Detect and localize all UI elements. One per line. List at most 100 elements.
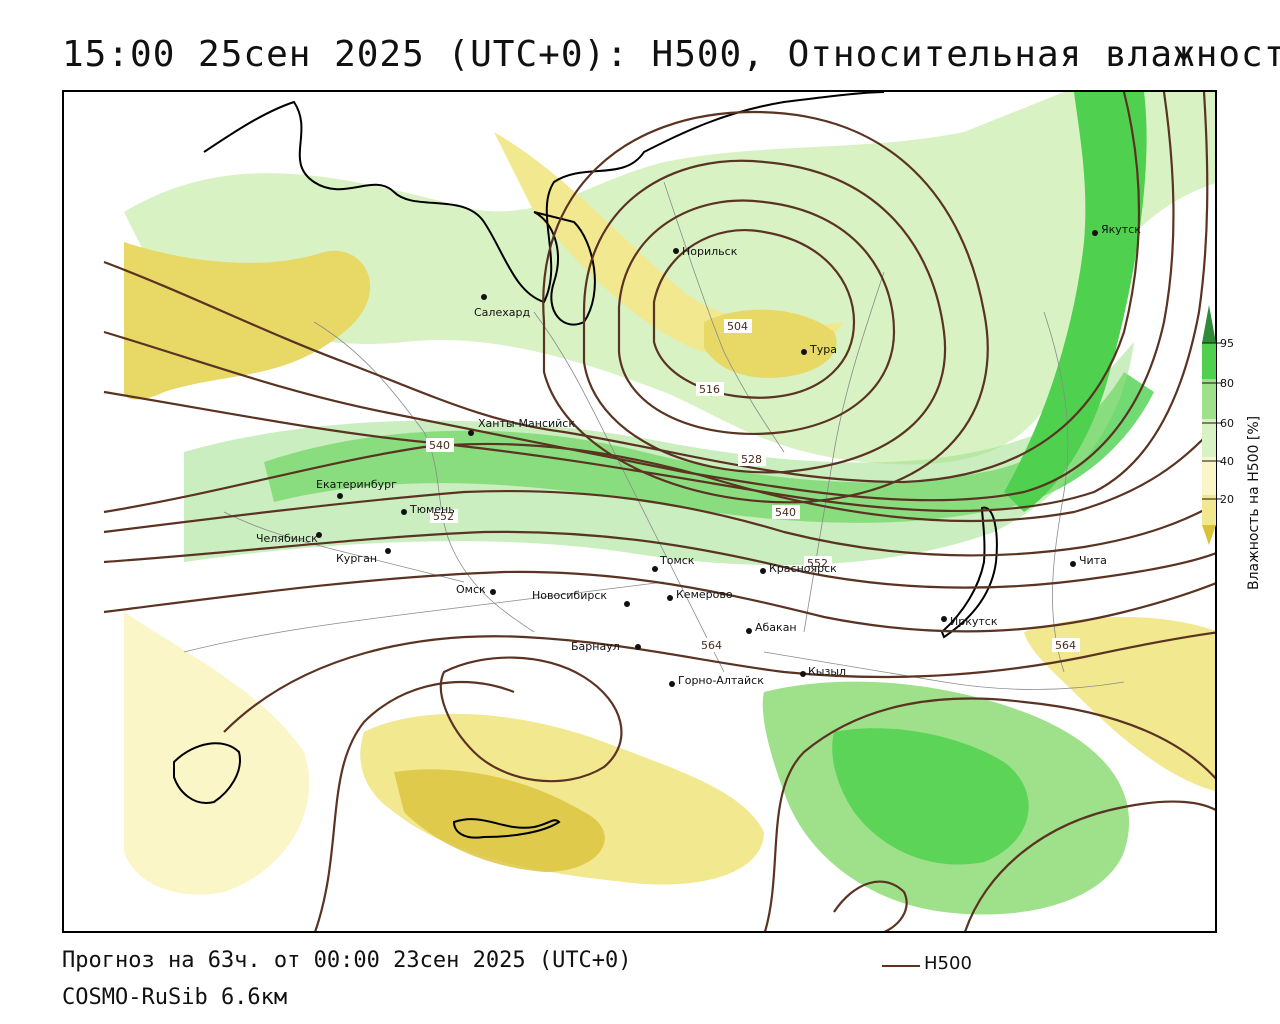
h500-contour-570b (763, 697, 1215, 931)
humidity-very-dry-south (394, 769, 605, 872)
h500-legend-label: H500 (924, 953, 972, 974)
coastlines (173, 92, 998, 839)
h500-contours (103, 92, 1215, 931)
city-tyumen: Тюмень (401, 503, 455, 516)
svg-text:Кызыл: Кызыл (808, 665, 846, 678)
svg-text:Томск: Томск (659, 554, 695, 567)
colorbar-title: Влажность на H500 [%] (1246, 415, 1262, 590)
city-tomsk: Томск (652, 554, 695, 572)
svg-text:Ханты-Мансийск: Ханты-Мансийск (478, 417, 575, 430)
balkhash-lake (452, 818, 561, 839)
colorbar-segment-wet (1202, 343, 1216, 379)
city-barnaul: Барнаул (571, 640, 641, 653)
map-canvas: 504 516 528 540 540 552 552 564 564 Нори… (103, 92, 1215, 931)
svg-text:Иркутск: Иркутск (950, 615, 998, 628)
colorbar-tick: 20 (1220, 493, 1234, 506)
colorbar-tick: 95 (1220, 337, 1234, 350)
colorbar-segment-light-dry (1202, 457, 1216, 495)
h500-contour-570a (314, 680, 515, 931)
city-khanty-mansiysk: Ханты-Мансийск (468, 417, 575, 436)
svg-text:Якутск: Якутск (1101, 223, 1141, 236)
yamal-peninsula (533, 211, 596, 326)
colorbar-segment-moist (1202, 379, 1216, 419)
city-tura: Тура (801, 343, 837, 356)
contour-label: 564 (701, 639, 722, 652)
svg-text:Красноярск: Красноярск (769, 562, 837, 575)
colorbar-top-arrow (1202, 305, 1216, 343)
city-kemerovo: Кемерово (667, 588, 733, 601)
svg-text:Тура: Тура (809, 343, 837, 356)
h500-contour-534 (103, 92, 1175, 502)
arctic-coastline (203, 92, 885, 304)
city-irkutsk: Иркутск (941, 615, 998, 628)
contour-label: 504 (727, 320, 748, 333)
h500-contour-540b (103, 424, 1215, 523)
baikal-lake (940, 506, 998, 639)
humidity-wet-southeast (832, 728, 1029, 865)
contour-label: 564 (1055, 639, 1076, 652)
h500-contour-510 (617, 199, 896, 435)
city-chita: Чита (1070, 554, 1107, 567)
city-norilsk: Норильск (673, 245, 738, 258)
map-title: 15:00 25сен 2025 (UTC+0): H500, Относите… (62, 34, 1280, 75)
city-abakan: Абакан (746, 621, 797, 634)
contour-label: 552 (807, 557, 828, 570)
city-kurgan: Курган (336, 548, 391, 565)
h500-contour-522 (542, 110, 989, 504)
aral-sea (173, 742, 241, 804)
svg-text:Салехард: Салехард (474, 306, 530, 319)
forecast-info: Прогноз на 63ч. от 00:00 23сен 2025 (UTC… (62, 948, 632, 973)
city-omsk: Омск (456, 583, 496, 596)
humidity-wet-east-column (1004, 92, 1147, 512)
contour-label: 540 (775, 506, 796, 519)
admin-borders (183, 181, 1125, 690)
city-yakutsk: Якутск (1092, 223, 1141, 236)
svg-text:Новосибирск: Новосибирск (532, 589, 607, 602)
humidity-dry-west (124, 242, 371, 400)
colorbar-tick: 40 (1220, 455, 1234, 468)
h500-contour-516 (582, 159, 947, 474)
svg-text:Омск: Омск (456, 583, 486, 596)
svg-text:Челябинск: Челябинск (256, 532, 318, 545)
svg-text:Кемерово: Кемерово (676, 588, 733, 601)
city-gorno-altaysk: Горно-Алтайск (669, 674, 764, 687)
h500-contour-558 (103, 570, 1215, 633)
cities: Норильск Якутск Салехард Тура Ханты-Манс… (256, 223, 1141, 687)
colorbar-segment-light-moist (1202, 419, 1216, 457)
weather-map: 504 516 528 540 540 552 552 564 564 Нори… (62, 90, 1217, 933)
svg-text:Чита: Чита (1079, 554, 1107, 567)
contour-label: 552 (433, 510, 454, 523)
humidity-dry-southwest (124, 612, 310, 895)
city-chelyabinsk: Челябинск (256, 532, 322, 545)
colorbar-tick: 80 (1220, 377, 1234, 390)
svg-text:Тюмень: Тюмень (409, 503, 455, 516)
city-novosibirsk: Новосибирск (532, 589, 630, 607)
city-krasnoyarsk: Красноярск (760, 562, 837, 575)
h500-contour-552 (103, 530, 1215, 589)
h500-contour-528 (103, 92, 1141, 484)
h500-contour-546 (103, 489, 1215, 557)
contour-label: 528 (741, 453, 762, 466)
humidity-dry-far-southeast (1024, 617, 1215, 791)
city-salekhard: Салехард (474, 294, 530, 319)
humidity-colorbar: 95 80 60 40 20 (1202, 305, 1234, 545)
contour-label: 540 (429, 439, 450, 452)
svg-text:Барнаул: Барнаул (571, 640, 620, 653)
h500-contour-564a (223, 631, 1215, 733)
svg-text:Абакан: Абакан (755, 621, 797, 634)
colorbar-bottom-arrow (1202, 525, 1216, 545)
contour-labels: 504 516 528 540 540 552 552 564 564 (426, 319, 1080, 652)
h500-contour-564b (439, 656, 623, 783)
h500-contour-540a (103, 92, 1209, 512)
svg-text:Норильск: Норильск (682, 245, 738, 258)
contour-label: 516 (699, 383, 720, 396)
colorbar-tick: 60 (1220, 417, 1234, 430)
city-kyzyl: Кызыл (800, 665, 846, 678)
colorbar-segment-dry (1202, 495, 1216, 525)
svg-text:Екатеринбург: Екатеринбург (316, 478, 397, 491)
h500-contour-576 (964, 800, 1215, 931)
svg-text:Горно-Алтайск: Горно-Алтайск (678, 674, 764, 687)
model-name: COSMO-RuSib 6.6км (62, 985, 288, 1010)
h500-legend-line (882, 965, 920, 967)
svg-text:Курган: Курган (336, 552, 377, 565)
